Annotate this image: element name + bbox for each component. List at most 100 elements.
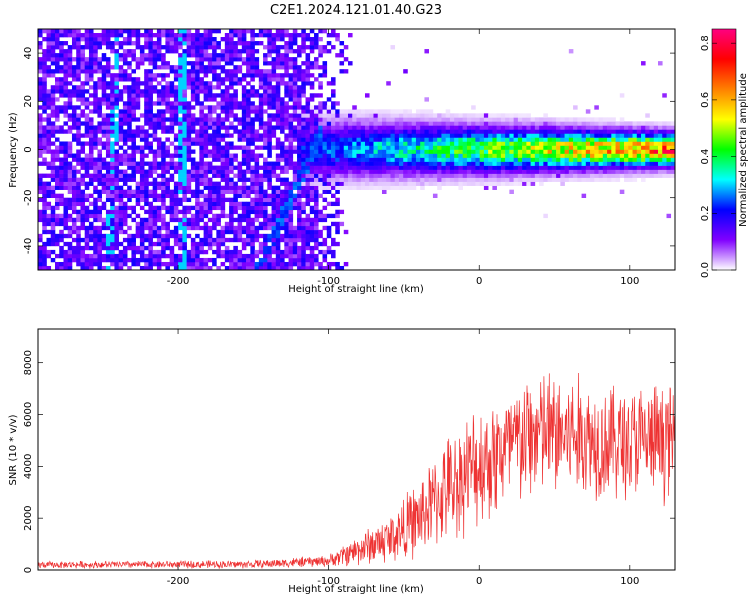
spectrogram-cell: [229, 109, 234, 114]
spectrogram-cell: [110, 237, 115, 243]
spectrogram-cell: [513, 181, 519, 186]
spectrogram-cell: [161, 73, 166, 78]
spectrogram-cell: [628, 169, 633, 174]
spectrogram-cell: [318, 229, 323, 235]
spectrogram-cell: [216, 29, 221, 34]
spectrogram-cell: [547, 141, 553, 146]
spectrogram-cell: [420, 153, 425, 158]
spectrogram-cell: [356, 113, 362, 118]
spectrogram-cell: [54, 149, 60, 154]
spectrogram-cell: [590, 165, 595, 170]
spectrogram-cell: [122, 117, 128, 122]
spectrogram-cell: [105, 257, 111, 263]
spectrogram-cell: [105, 85, 111, 90]
spectrogram-cell: [173, 237, 179, 243]
spectrogram-cell: [67, 45, 73, 50]
spectrogram-cell: [135, 57, 141, 62]
spectrogram-cell: [169, 161, 175, 166]
spectrogram-cell: [326, 149, 332, 154]
spectrogram-cell: [105, 189, 111, 194]
spectrogram-cell: [479, 117, 485, 122]
spectrogram-cell: [241, 173, 247, 178]
spectrogram-cell: [241, 89, 247, 94]
spectrogram-cell: [462, 141, 468, 146]
spectrogram-cell: [331, 141, 336, 146]
spectrogram-cell: [190, 41, 196, 46]
spectrogram-cell: [496, 153, 502, 158]
spectrogram-cell: [398, 185, 404, 190]
spectrogram-cell: [76, 85, 81, 90]
spectrogram-cell: [88, 201, 94, 207]
spectrogram-cell: [530, 133, 536, 138]
snr-y-tick-label: 2000: [23, 505, 34, 530]
spectrogram-cell: [292, 145, 298, 150]
spectrogram-cell: [237, 193, 243, 198]
spectrogram-cell: [352, 105, 357, 110]
spectrogram-cell: [322, 253, 328, 259]
spectrogram-cell: [224, 133, 230, 138]
spectrogram-cell: [662, 133, 667, 138]
spectrogram-cell: [63, 53, 69, 58]
spectrogram-cell: [284, 89, 289, 94]
spectrogram-cell: [161, 53, 166, 58]
spectrogram-cell: [297, 73, 302, 78]
spectrogram-cell: [611, 161, 616, 166]
spectrogram-cell: [250, 57, 255, 62]
spectrogram-cell: [411, 153, 417, 158]
spectrogram-cell: [250, 93, 255, 98]
spectrogram-cell: [666, 157, 672, 162]
spectrogram-cell: [322, 169, 328, 174]
spectrogram-cell: [203, 141, 209, 146]
spectrogram-cell: [212, 169, 217, 174]
spectrogram-cell: [246, 261, 251, 267]
spectrogram-cell: [152, 209, 158, 215]
spectrogram-cell: [229, 37, 234, 42]
spectrogram-cell: [169, 109, 175, 114]
spectrogram-cell: [80, 61, 86, 66]
spectrogram-cell: [46, 37, 52, 42]
spectrogram-cell: [517, 173, 523, 178]
spectrogram-cell: [292, 133, 298, 138]
spectrogram-cell: [284, 133, 289, 138]
spectrogram-cell: [76, 229, 81, 235]
spectrogram-cell: [602, 129, 608, 134]
spectrogram-cell: [403, 177, 408, 182]
spectrogram-cell: [152, 225, 158, 231]
spectrogram-cell: [297, 109, 302, 114]
spectrogram-cell: [398, 129, 404, 134]
spectrogram-cell: [156, 41, 162, 46]
spectrogram-cell: [50, 53, 56, 58]
spectrogram-cell: [118, 109, 124, 114]
spectrogram-cell: [105, 161, 111, 166]
spectrogram-cell: [352, 169, 357, 174]
spectrogram-cell: [335, 229, 340, 235]
spectrogram-cell: [390, 113, 396, 118]
spectrogram-cell: [641, 165, 646, 170]
spectrogram-cell: [560, 125, 565, 130]
spectrogram-cell: [479, 125, 485, 130]
spectrogram-cell: [619, 165, 625, 170]
spectrogram-cell: [662, 157, 667, 162]
spectrogram-cell: [241, 145, 247, 150]
spectrogram-cell: [118, 137, 124, 142]
spectrogram-cell: [169, 217, 175, 223]
spectrogram-cell: [573, 173, 578, 178]
spectrogram-cell: [93, 205, 98, 211]
spectrogram-cell: [84, 77, 90, 82]
spectrogram-cell: [110, 201, 115, 207]
spectrogram-cell: [488, 121, 493, 126]
spectrogram-cell: [131, 237, 136, 243]
spectrogram-cell: [54, 29, 60, 34]
spectrogram-cell: [127, 265, 132, 271]
spectrogram-cell: [186, 33, 192, 38]
spectrogram-cell: [148, 85, 153, 90]
spectrogram-cell: [305, 221, 311, 227]
spectrogram-cell: [314, 253, 319, 259]
spectrogram-cell: [254, 33, 260, 38]
spectrogram-cell: [543, 161, 548, 166]
spectrogram-cell: [63, 57, 69, 62]
spectrogram-cell: [114, 29, 119, 34]
spectrogram-cell: [275, 61, 281, 66]
spectrogram-cell: [390, 129, 396, 134]
spectrogram-cell: [67, 93, 73, 98]
